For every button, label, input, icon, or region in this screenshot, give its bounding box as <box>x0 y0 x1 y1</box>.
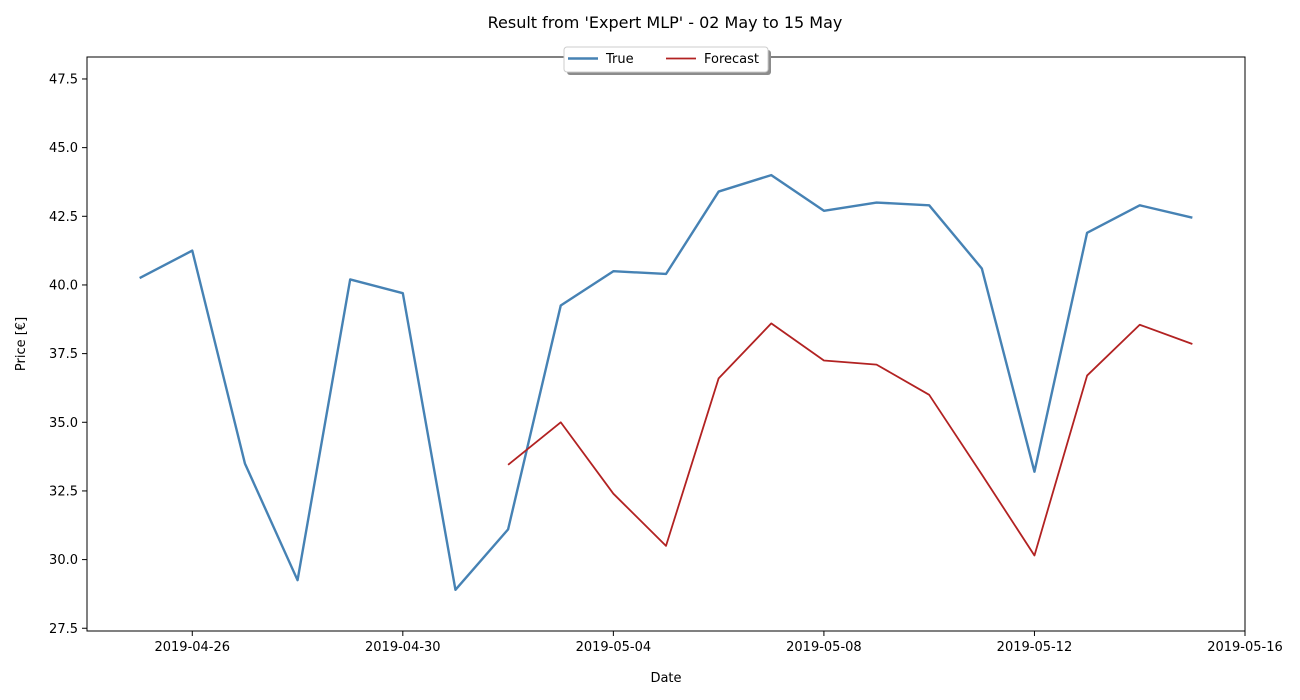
y-tick-label: 27.5 <box>49 622 78 637</box>
series-line-true <box>139 173 1193 591</box>
legend-label-forecast: Forecast <box>704 52 759 67</box>
series-line-forecast <box>507 322 1193 557</box>
series-layer <box>139 173 1193 591</box>
x-tick-label: 2019-05-04 <box>576 640 652 655</box>
x-tick-label: 2019-04-26 <box>154 640 230 655</box>
y-tick-label: 30.0 <box>49 553 78 568</box>
y-tick-label: 47.5 <box>49 72 78 87</box>
y-tick-label: 42.5 <box>49 210 78 225</box>
y-tick-label: 32.5 <box>49 484 78 499</box>
x-axis: 2019-04-26 2019-04-30 2019-05-04 2019-05-08… <box>154 631 1283 655</box>
legend-label-true: True <box>605 52 634 67</box>
x-tick-label: 2019-04-30 <box>365 640 441 655</box>
x-tick-label: 2019-05-12 <box>997 640 1073 655</box>
x-axis-label: Date <box>650 671 681 686</box>
legend: True Forecast <box>563 46 771 75</box>
y-axis-label: Price [€] <box>14 317 29 371</box>
legend-box <box>563 46 769 73</box>
x-tick-label: 2019-05-08 <box>786 640 862 655</box>
y-tick-label: 45.0 <box>49 141 78 156</box>
x-tick-label: 2019-05-16 <box>1207 640 1283 655</box>
chart-title: Result from 'Expert MLP' - 02 May to 15 … <box>487 13 843 32</box>
y-axis: 27.5 30.0 32.5 35.0 37.5 40.0 42.5 45.0 47.5 <box>49 72 87 637</box>
y-tick-label: 37.5 <box>49 347 78 362</box>
y-tick-label: 35.0 <box>49 416 78 431</box>
y-tick-label: 40.0 <box>49 278 78 293</box>
